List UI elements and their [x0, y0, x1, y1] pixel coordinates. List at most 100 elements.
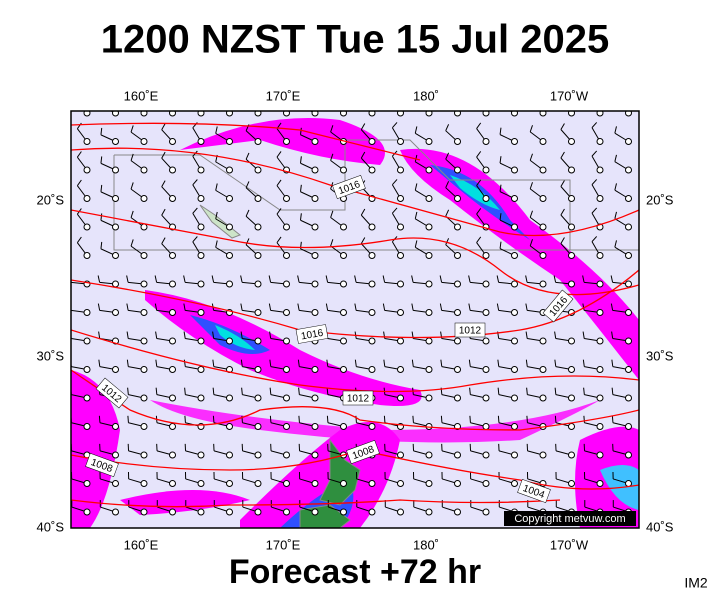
barb-flag — [529, 210, 533, 218]
barb-flag — [326, 359, 329, 367]
barb-flag — [97, 303, 101, 311]
isobar-label-box — [295, 324, 329, 344]
barb-station — [511, 394, 518, 402]
barb-station — [283, 138, 290, 145]
barb-station — [283, 252, 290, 259]
barb-flag — [560, 180, 565, 187]
barb-station — [596, 394, 604, 402]
barb-flag — [611, 387, 614, 395]
barb-station — [368, 138, 376, 145]
barb-flag — [382, 303, 386, 311]
barb-station — [197, 252, 205, 259]
barb-station — [568, 337, 575, 345]
barb-flag — [354, 359, 357, 367]
barb-station — [283, 111, 290, 117]
barb-station — [169, 111, 176, 117]
barb-flag — [276, 236, 282, 243]
barb-flag — [300, 99, 301, 106]
barb-station — [368, 309, 376, 316]
barb-flag — [161, 151, 166, 159]
barb-station — [197, 280, 205, 288]
barb-station — [397, 366, 404, 373]
barb-station — [539, 366, 547, 373]
barb-flag — [161, 237, 166, 244]
barb-flag — [98, 415, 101, 423]
barb-flag — [468, 359, 471, 367]
barb-flag — [192, 179, 198, 186]
barb-flag — [468, 303, 471, 311]
barb-station — [625, 366, 632, 373]
lat-label: 40˚S — [37, 519, 65, 534]
isobar-label: 1016 — [295, 324, 329, 344]
barb-station — [596, 252, 604, 259]
barb-flag — [529, 125, 533, 133]
barb-station — [340, 280, 347, 288]
barb-station — [311, 280, 319, 288]
barb-station — [596, 423, 604, 430]
barb-flag — [445, 238, 450, 245]
barb-station — [425, 223, 433, 231]
lon-label: 170˚E — [266, 88, 301, 103]
barb-station — [83, 508, 91, 516]
barb-station — [83, 166, 91, 174]
barb-station — [368, 337, 376, 345]
barb-flag — [269, 331, 272, 339]
barb-flag — [126, 331, 129, 339]
barb-station — [625, 480, 632, 487]
barb-station — [112, 480, 119, 487]
barb-flag — [127, 387, 129, 395]
isobar-label-box — [542, 289, 574, 323]
barb-station — [112, 366, 119, 373]
barb-station — [368, 423, 376, 430]
barb-station — [368, 166, 376, 174]
isobar-label: 1012 — [454, 322, 486, 338]
barb-station — [482, 280, 490, 288]
barb-flag — [215, 240, 218, 248]
barb-flag — [330, 153, 334, 161]
barb-station — [83, 366, 91, 373]
barb-flag — [269, 359, 272, 367]
barb-station — [254, 366, 262, 373]
barb-station — [140, 394, 148, 402]
barb-flag — [183, 331, 186, 339]
barb-station — [482, 252, 490, 259]
barb-station — [169, 138, 176, 145]
barb-flag — [414, 211, 418, 219]
barb-station — [425, 280, 433, 288]
barb-station — [112, 309, 119, 316]
barb-flag — [414, 183, 418, 191]
barb-station — [169, 337, 176, 345]
barb-station — [482, 309, 490, 316]
barb-station — [169, 309, 176, 316]
barb-flag — [246, 96, 249, 102]
isobar-label-text: 1012 — [347, 394, 370, 405]
barb-flag — [591, 150, 598, 157]
barb-flag — [297, 275, 300, 283]
barb-station — [568, 166, 575, 174]
barb-station — [625, 223, 632, 231]
barb-flag — [100, 241, 103, 249]
barb-station — [511, 309, 518, 316]
barb-station — [482, 166, 490, 174]
barb-flag — [499, 241, 502, 249]
barb-station — [454, 451, 461, 459]
barb-station — [197, 480, 205, 487]
isobar-label-box — [332, 174, 366, 200]
barb-station — [83, 337, 91, 345]
barb-station — [539, 223, 547, 231]
barb-station — [283, 309, 290, 316]
barb-station — [283, 366, 290, 373]
barb-flag — [496, 275, 500, 283]
barb-flag — [525, 359, 528, 367]
barb-station — [140, 252, 148, 259]
barb-flag — [76, 236, 82, 244]
barb-station — [226, 394, 233, 402]
barb-station — [254, 166, 262, 174]
barb-station — [226, 280, 233, 288]
barb-station — [425, 252, 433, 259]
barb-station — [112, 252, 119, 259]
barb-station — [83, 223, 91, 231]
barb-station — [454, 480, 461, 487]
barb-station — [311, 309, 319, 316]
barb-station — [397, 166, 404, 174]
